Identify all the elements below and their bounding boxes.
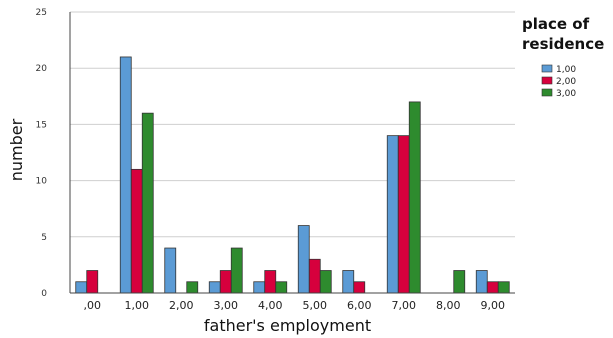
bar — [119, 56, 132, 294]
y-tick-label: 20 — [36, 64, 48, 74]
legend: place of residence 1,00 2,00 3,00 — [522, 15, 604, 99]
x-tick-label: ,00 — [84, 299, 102, 312]
bar — [408, 101, 421, 294]
x-axis-title: father's employment — [204, 316, 371, 335]
bar — [342, 270, 355, 294]
x-tick-label: 7,00 — [392, 299, 417, 312]
y-tick-label: 15 — [36, 120, 47, 130]
legend-swatch — [541, 64, 553, 73]
x-tick-label: 4,00 — [258, 299, 283, 312]
x-tick-label: 3,00 — [214, 299, 239, 312]
legend-swatch — [541, 88, 553, 97]
bars — [75, 56, 510, 294]
bar — [475, 270, 488, 294]
bar — [208, 281, 221, 294]
bar — [319, 270, 332, 294]
bar — [453, 270, 466, 294]
bar — [219, 270, 232, 294]
x-tick-label: 1,00 — [125, 299, 150, 312]
bar — [386, 135, 399, 294]
bar — [75, 281, 88, 294]
legend-title: residence — [522, 35, 604, 53]
y-tick-label: 5 — [41, 233, 47, 243]
legend-label: 3,00 — [556, 89, 576, 99]
labels: 0 5 10 15 20 25 ,00 1,00 2,00 3,00 4,00 5,00 6,00 7,0… — [7, 8, 505, 335]
legend-label: 1,00 — [556, 65, 576, 75]
x-tick-label: 8,00 — [436, 299, 461, 312]
x-tick-label: 5,00 — [303, 299, 328, 312]
y-tick-label: 10 — [36, 177, 48, 187]
axes — [69, 12, 515, 294]
legend-label: 2,00 — [556, 77, 576, 87]
bar — [397, 135, 410, 294]
bar — [186, 281, 199, 294]
bar — [253, 281, 266, 294]
y-axis-title: number — [7, 118, 26, 181]
bar — [353, 281, 366, 294]
legend-title: place of — [522, 15, 590, 33]
bar — [164, 247, 177, 294]
x-tick-label: 6,00 — [347, 299, 372, 312]
y-tick-label: 0 — [41, 289, 47, 299]
x-tick-label: 9,00 — [481, 299, 506, 312]
bar — [297, 225, 310, 294]
bar — [130, 168, 143, 294]
bar — [308, 258, 321, 294]
bar — [275, 281, 288, 294]
bar — [486, 281, 499, 294]
x-tick-label: 2,00 — [169, 299, 194, 312]
bar — [230, 247, 243, 294]
y-tick-label: 25 — [36, 8, 47, 18]
bar — [264, 270, 277, 294]
bar — [497, 281, 510, 294]
bar — [141, 112, 154, 294]
legend-swatch — [541, 76, 553, 85]
bar — [86, 270, 99, 294]
